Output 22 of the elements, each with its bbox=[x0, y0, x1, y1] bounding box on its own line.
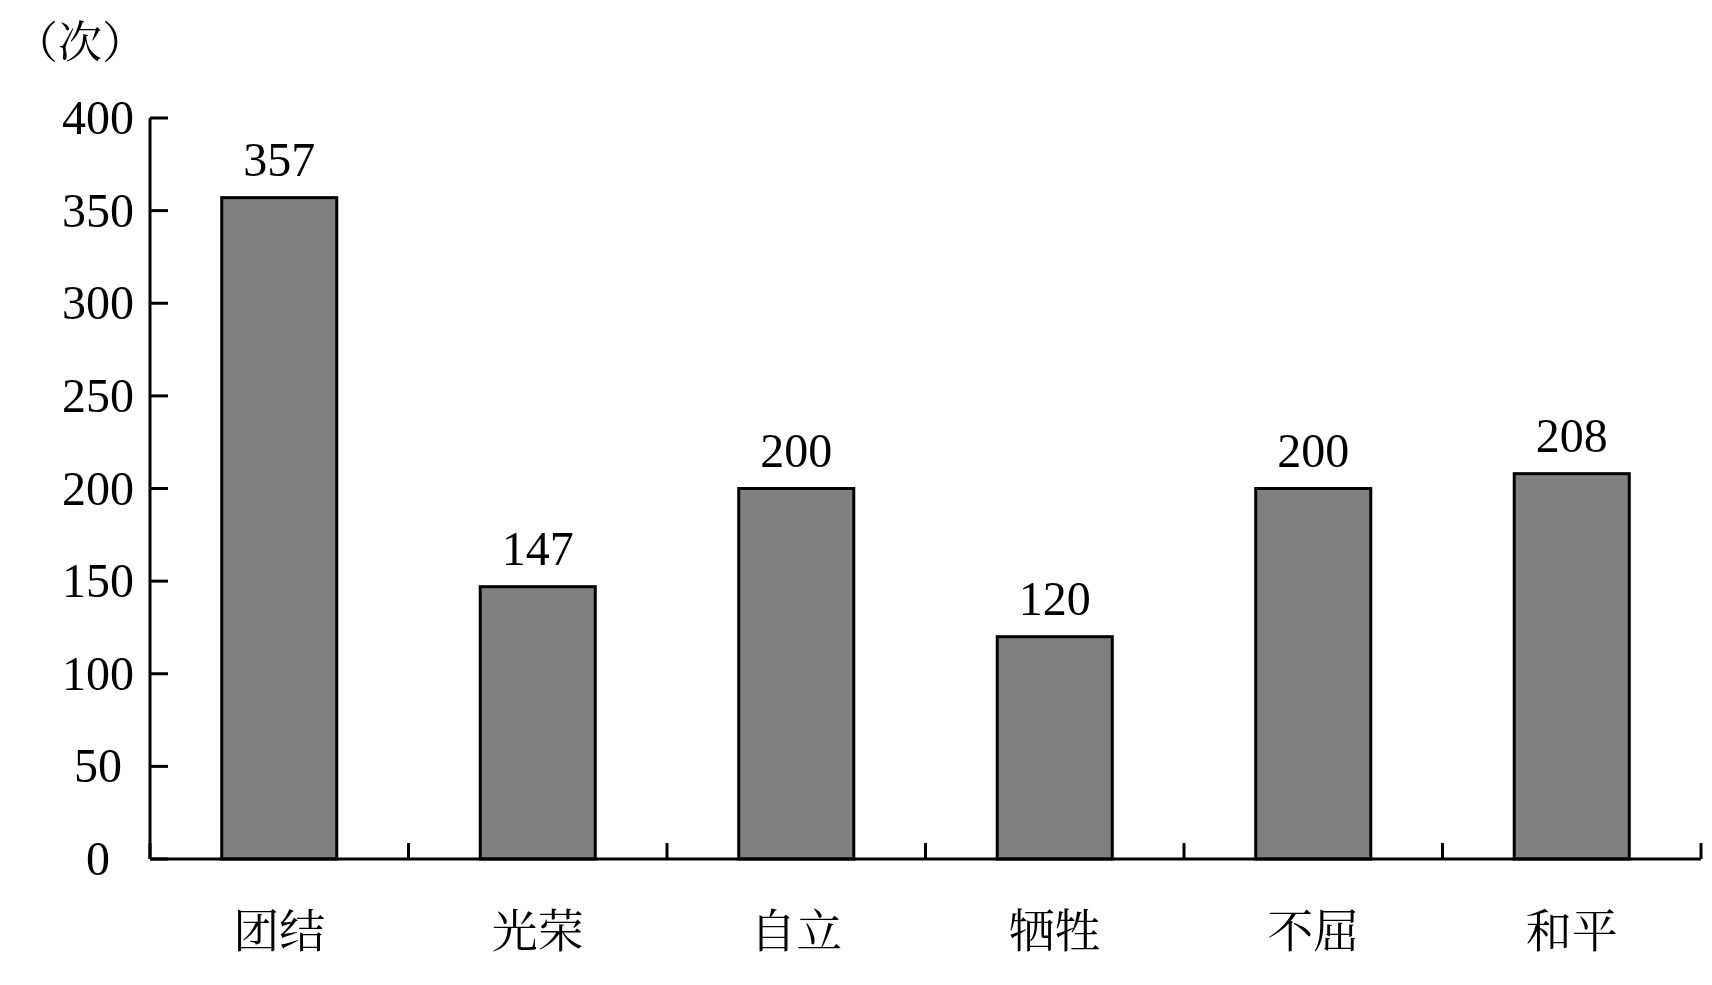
data-label: 208 bbox=[1535, 408, 1608, 462]
x-tick-label: 团结 bbox=[233, 894, 326, 960]
data-label: 200 bbox=[760, 423, 833, 477]
x-tick-label: 牺牲 bbox=[1008, 894, 1101, 960]
y-tick-label: 150 bbox=[62, 554, 134, 608]
y-axis-title: （次） bbox=[14, 7, 146, 71]
y-tick-label: 400 bbox=[62, 91, 134, 144]
y-tick-label: 350 bbox=[62, 183, 134, 237]
x-tick-label: 自立 bbox=[750, 894, 843, 960]
y-tick-label: 0 bbox=[86, 832, 110, 885]
data-label: 147 bbox=[501, 521, 574, 575]
x-tick-label: 和平 bbox=[1525, 894, 1618, 960]
y-tick-label: 250 bbox=[62, 368, 134, 422]
data-label: 120 bbox=[1018, 571, 1091, 625]
x-tick-label: 光荣 bbox=[491, 894, 584, 960]
y-tick-label: 200 bbox=[62, 461, 134, 515]
data-label: 357 bbox=[243, 132, 316, 186]
y-tick-label: 100 bbox=[62, 646, 134, 700]
y-tick-label: 300 bbox=[62, 276, 134, 330]
data-label: 200 bbox=[1277, 423, 1350, 477]
y-tick-label: 50 bbox=[74, 739, 122, 793]
x-tick-label: 不屈 bbox=[1267, 894, 1360, 960]
